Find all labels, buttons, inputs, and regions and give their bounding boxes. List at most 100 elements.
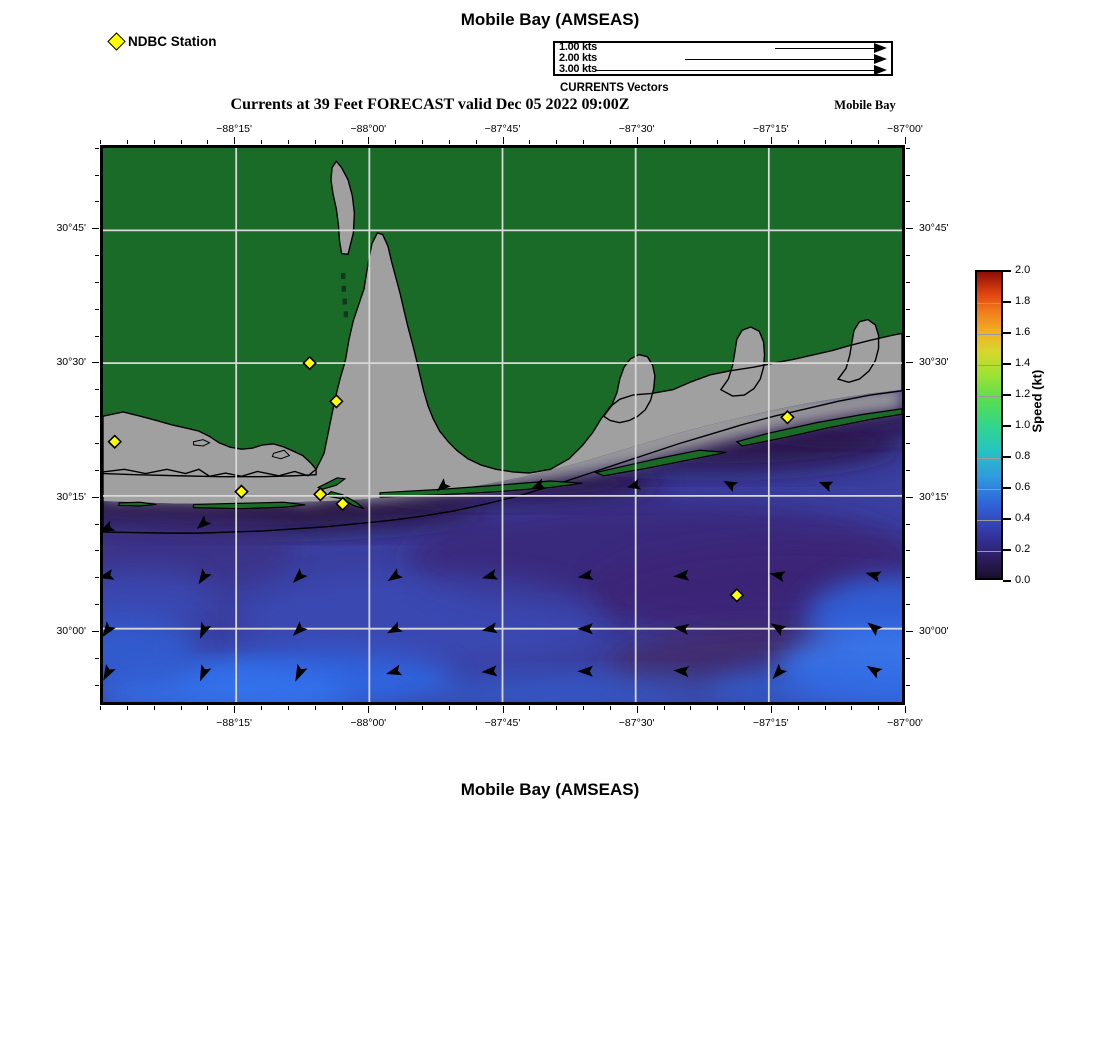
colorbar[interactable]: [975, 270, 1003, 580]
x-axis-tick: [878, 140, 880, 144]
colorbar-tick: [1003, 363, 1011, 365]
y-axis-tick: [906, 228, 913, 230]
current-vector-arrow: [103, 621, 116, 638]
y-axis-tick: [906, 147, 910, 149]
y-axis-tick: [92, 228, 99, 230]
current-vectors: [103, 478, 883, 682]
y-axis-tick: [906, 496, 913, 498]
x-axis-tick: [368, 706, 370, 713]
current-vector-arrow: [295, 663, 308, 682]
ndbc-station-diamond-icon: [107, 32, 126, 51]
x-axis-tick: [556, 140, 558, 144]
current-vector-arrow: [292, 568, 308, 583]
y-axis-label: 30°45': [56, 222, 86, 235]
x-axis-tick: [609, 706, 611, 710]
ndbc-station-marker[interactable]: [780, 410, 795, 425]
y-axis-tick: [906, 469, 910, 471]
y-axis-label: 30°00': [56, 624, 86, 637]
x-axis-tick: [341, 706, 343, 710]
x-axis-tick: [180, 706, 182, 710]
y-axis-tick: [906, 308, 910, 310]
x-axis-label: −87°15': [752, 123, 789, 135]
colorbar-tick-label: 1.6: [1015, 326, 1031, 338]
x-axis-tick: [851, 140, 853, 144]
footer-title: Mobile Bay (AMSEAS): [460, 780, 640, 799]
x-axis-tick: [100, 706, 101, 710]
y-axis-label: 30°45': [919, 222, 949, 235]
y-axis-tick: [95, 174, 99, 176]
y-axis-tick: [95, 335, 99, 337]
x-axis-tick: [797, 140, 799, 144]
current-vector-arrow: [386, 621, 403, 634]
y-axis-tick: [95, 577, 99, 579]
colorbar-tick: [1003, 456, 1011, 458]
current-vector-arrow: [200, 621, 212, 639]
x-axis-label: −87°45': [484, 717, 521, 729]
current-vector-arrow: [387, 568, 404, 582]
x-axis-label: −87°00': [887, 123, 923, 135]
colorbar-gradient: [977, 272, 1001, 578]
ndbc-station-marker[interactable]: [234, 484, 249, 499]
x-axis-tick: [529, 140, 531, 144]
colorbar-tick: [1003, 301, 1011, 303]
x-axis-tick: [126, 706, 128, 710]
y-axis-tick: [95, 389, 99, 391]
current-vector-arrow: [673, 623, 690, 635]
current-vector-arrow: [481, 622, 498, 634]
y-axis-label: 30°15': [919, 490, 949, 503]
y-axis-tick: [95, 308, 99, 310]
current-vector-arrow: [577, 569, 594, 581]
colorbar-interval-line: [977, 520, 1001, 521]
y-axis-tick: [95, 604, 99, 606]
x-axis-tick: [824, 140, 826, 144]
x-axis-tick: [663, 706, 665, 710]
map-panel[interactable]: [100, 145, 905, 705]
x-axis-tick: [636, 706, 638, 713]
ndbc-station-marker[interactable]: [302, 355, 317, 371]
vector-legend-speed-label: 2.00 kts: [559, 52, 597, 64]
colorbar-tick: [1003, 394, 1011, 396]
x-axis-tick: [153, 140, 155, 144]
colorbar-tick-label: 1.2: [1015, 388, 1031, 400]
page-title: Mobile Bay (AMSEAS): [460, 10, 640, 29]
colorbar-tick-label: 2.0: [1015, 264, 1031, 276]
current-vector-arrow: [867, 622, 883, 637]
colorbar-tick: [1003, 425, 1011, 427]
current-vector-arrow: [818, 481, 834, 492]
current-vector-arrow: [292, 621, 308, 636]
x-axis-tick: [717, 140, 719, 144]
x-axis-tick: [824, 706, 826, 710]
y-axis-label: 30°30': [919, 356, 949, 369]
current-vector-arrow: [577, 623, 593, 635]
vector-legend-arrowhead-icon: [874, 43, 887, 53]
inland-water: [193, 439, 291, 460]
y-axis-tick: [906, 604, 910, 606]
ndbc-station-marker[interactable]: [107, 434, 122, 449]
colorbar-tick-label: 1.0: [1015, 419, 1031, 431]
ndbc-station-marker[interactable]: [729, 588, 745, 603]
colorbar-tick-label: 0.6: [1015, 481, 1031, 493]
ndbc-stations: [107, 355, 795, 603]
y-axis-tick: [92, 630, 99, 632]
colorbar-interval-line: [977, 427, 1001, 428]
current-vector-arrow: [577, 665, 593, 677]
y-axis-tick: [95, 684, 99, 686]
current-vector-arrow: [386, 664, 403, 676]
vector-legend-speed-label: 3.00 kts: [559, 63, 597, 75]
ndbc-station-marker[interactable]: [313, 487, 328, 502]
map-canvas: [103, 148, 902, 702]
x-axis-tick: [690, 140, 692, 144]
ndbc-station-marker[interactable]: [329, 394, 344, 409]
x-axis-tick: [502, 706, 504, 713]
ndbc-station-marker[interactable]: [335, 496, 350, 512]
y-axis-tick: [95, 550, 99, 552]
current-vector-arrow: [769, 571, 786, 583]
x-axis-tick: [287, 140, 289, 144]
currents-vector-legend: 1.00 kts 2.00 kts 3.00 kts: [553, 41, 893, 76]
current-vector-arrow: [198, 568, 212, 585]
colorbar-tick-label: 0.4: [1015, 512, 1031, 524]
x-axis-tick: [422, 706, 423, 710]
x-axis-tick: [341, 140, 343, 144]
y-axis-tick: [906, 389, 910, 391]
current-vector-arrow: [436, 478, 451, 492]
